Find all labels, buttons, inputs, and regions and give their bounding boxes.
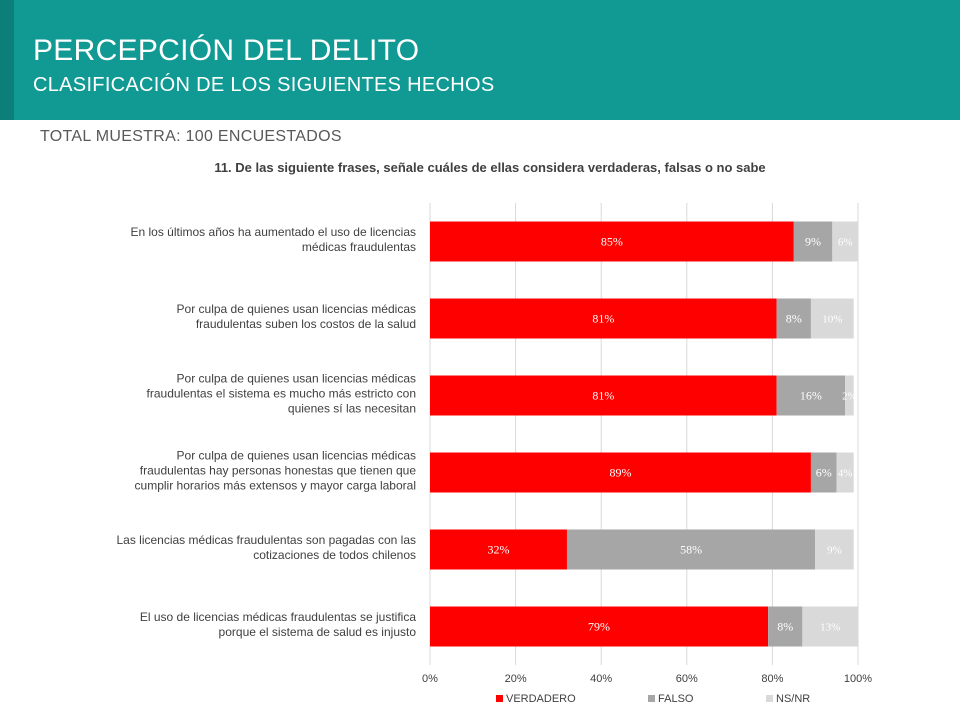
x-tick-label: 20% <box>505 673 527 685</box>
category-label: cotizaciones de todos chilenos <box>253 548 416 562</box>
bar-nsnr-1 <box>810 298 854 339</box>
bar-verdadero-3 <box>430 452 811 493</box>
data-label: 2% <box>842 391 857 403</box>
header-edge <box>0 0 14 120</box>
legend-swatch-1 <box>648 695 655 702</box>
data-label: 8% <box>786 312 802 326</box>
category-label: quienes sí las necesitan <box>288 402 416 416</box>
legend-entry: FALSO <box>658 693 694 705</box>
data-label: 6% <box>816 466 832 480</box>
bar-verdadero-5 <box>430 606 769 647</box>
page-title: PERCEPCIÓN DEL DELITO <box>33 34 420 67</box>
legend-swatch-0 <box>496 695 503 702</box>
header-banner: PERCEPCIÓN DEL DELITO CLASIFICACIÓN DE L… <box>0 0 960 120</box>
legend-entry: VERDADERO <box>506 693 576 705</box>
legend-swatch-2 <box>766 695 773 702</box>
data-label: 10% <box>822 314 842 326</box>
category-label: Por culpa de quienes usan licencias médi… <box>177 449 416 463</box>
bar-verdadero-1 <box>430 298 777 339</box>
data-label: 81% <box>592 312 614 326</box>
x-tick-label: 100% <box>844 673 872 685</box>
x-tick-label: 0% <box>422 673 438 685</box>
bar-falso-3 <box>810 452 837 493</box>
data-label: 85% <box>601 235 623 249</box>
category-label: En los últimos años ha aumentado el uso … <box>130 225 416 239</box>
data-label: 8% <box>777 620 793 634</box>
bar-nsnr-2 <box>845 375 854 416</box>
category-label: Las licencias médicas fraudulentas son p… <box>116 533 416 547</box>
question-text: 11. De las siguiente frases, señale cuál… <box>0 160 960 175</box>
category-label: médicas fraudulentas <box>302 240 416 254</box>
category-label: Por culpa de quienes usan licencias médi… <box>177 302 416 316</box>
x-tick-label: 60% <box>676 673 698 685</box>
bar-falso-1 <box>776 298 811 339</box>
data-label: 6% <box>838 237 853 249</box>
data-label: 89% <box>609 466 631 480</box>
bar-verdadero-2 <box>430 375 777 416</box>
bar-falso-2 <box>776 375 846 416</box>
data-label: 81% <box>592 389 614 403</box>
data-label: 58% <box>680 543 702 557</box>
data-label: 4% <box>838 468 853 480</box>
data-label: 79% <box>588 620 610 634</box>
bar-falso-5 <box>768 606 803 647</box>
bar-nsnr-3 <box>836 452 854 493</box>
x-tick-label: 40% <box>590 673 612 685</box>
category-label: fraudulentas el sistema es mucho más est… <box>147 387 416 401</box>
sample-label: TOTAL MUESTRA: 100 ENCUESTADOS <box>40 128 342 145</box>
bar-verdadero-4 <box>430 529 567 570</box>
data-label: 16% <box>800 389 822 403</box>
bar-falso-0 <box>793 221 833 262</box>
category-label: fraudulentas hay personas honestas que t… <box>140 464 417 478</box>
category-label: fraudulentas suben los costos de la salu… <box>196 317 416 331</box>
bar-nsnr-5 <box>802 606 858 647</box>
legend-entry: NS/NR <box>776 693 810 705</box>
category-label: El uso de licencias médicas fraudulentas… <box>140 610 416 624</box>
page-subtitle: CLASIFICACIÓN DE LOS SIGUIENTES HECHOS <box>33 74 495 96</box>
bar-nsnr-0 <box>832 221 858 262</box>
bar-nsnr-4 <box>815 529 854 570</box>
data-label: 32% <box>487 543 509 557</box>
bar-verdadero-0 <box>430 221 794 262</box>
category-label: porque el sistema de salud es injusto <box>219 625 417 639</box>
data-label: 9% <box>827 545 842 557</box>
question-text-span: 11. De las siguiente frases, señale cuál… <box>214 160 766 175</box>
data-label: 13% <box>820 622 840 634</box>
x-tick-label: 80% <box>761 673 783 685</box>
bar-falso-4 <box>566 529 816 570</box>
category-label: cumplir horarios más extensos y mayor ca… <box>135 479 416 493</box>
category-label: Por culpa de quienes usan licencias médi… <box>177 372 416 386</box>
data-label: 9% <box>805 235 821 249</box>
